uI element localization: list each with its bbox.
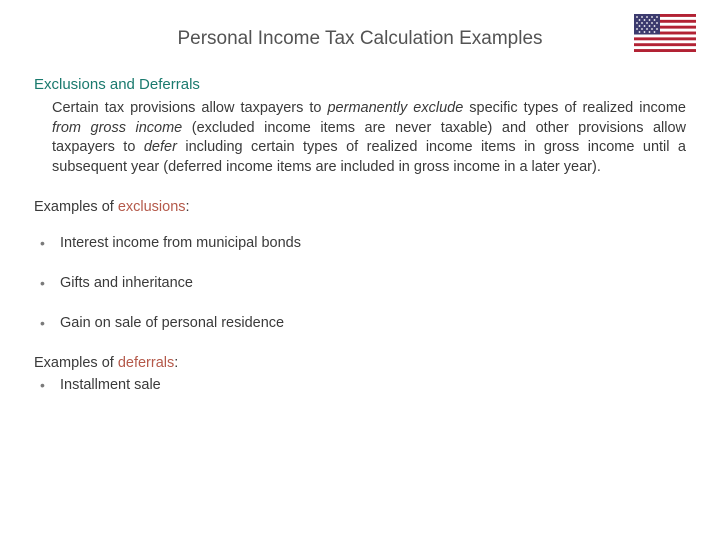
list-item: Interest income from municipal bonds: [38, 235, 686, 251]
body-text-a: Certain tax provisions allow taxpayers t…: [52, 100, 327, 116]
deferrals-label-hl: deferrals: [118, 355, 174, 371]
exclusions-label-a: Examples of: [34, 199, 118, 215]
exclusions-label: Examples of exclusions:: [34, 199, 686, 215]
body-paragraph: Certain tax provisions allow taxpayers t…: [52, 99, 686, 177]
us-flag-icon: [634, 14, 696, 52]
section-heading: Exclusions and Deferrals: [34, 76, 686, 93]
body-text-b: specific types of realized income: [463, 100, 686, 116]
list-item: Gain on sale of personal residence: [38, 315, 686, 331]
deferrals-list: Installment sale: [38, 377, 686, 393]
exclusions-label-hl: exclusions: [118, 199, 186, 215]
list-item: Gifts and inheritance: [38, 275, 686, 291]
deferrals-label: Examples of deferrals:: [34, 355, 686, 371]
exclusions-list: Interest income from municipal bonds Gif…: [38, 235, 686, 331]
deferrals-label-a: Examples of: [34, 355, 118, 371]
exclusions-label-c: :: [186, 199, 190, 215]
body-em-3: defer: [144, 139, 177, 155]
body-em-2: from gross income: [52, 120, 182, 136]
body-em-1: permanently exclude: [327, 100, 463, 116]
deferrals-label-c: :: [174, 355, 178, 371]
page-title: Personal Income Tax Calculation Examples: [34, 28, 686, 50]
list-item: Installment sale: [38, 377, 686, 393]
